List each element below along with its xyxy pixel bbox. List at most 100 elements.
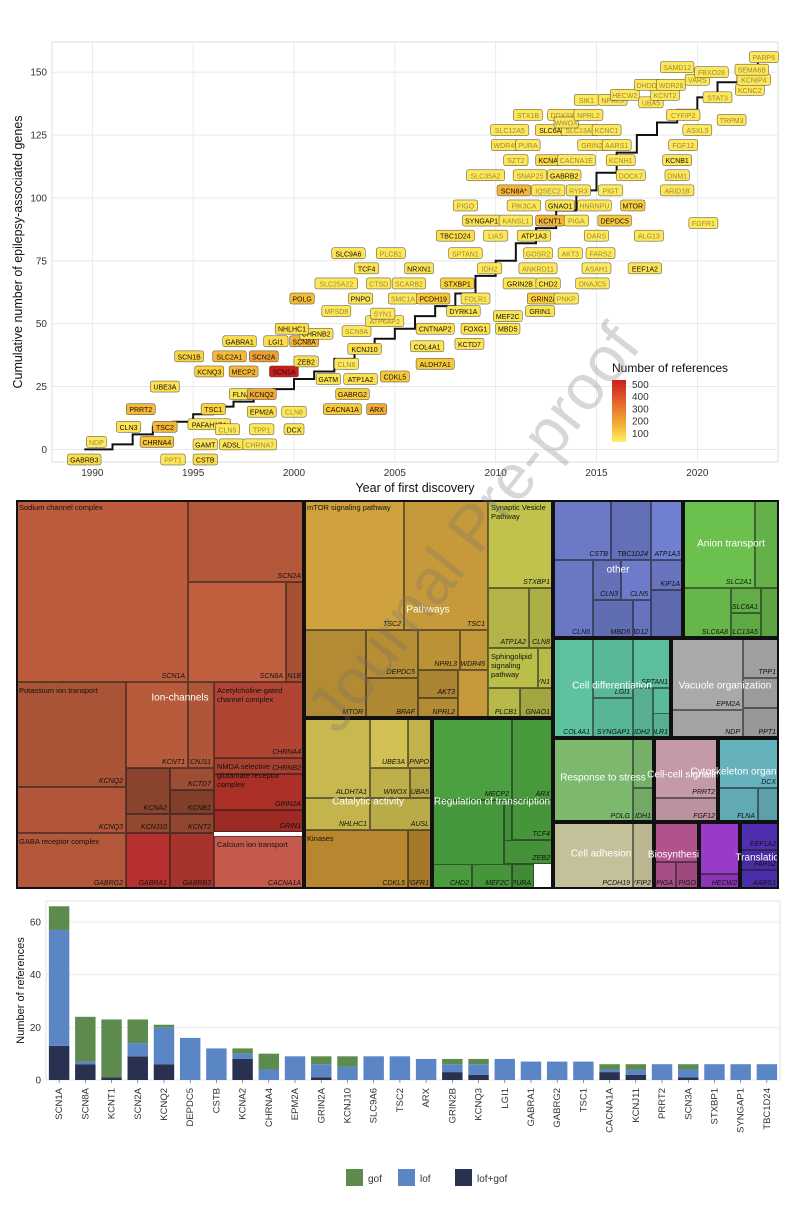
bar-segment-lof (494, 1058, 515, 1080)
bar-x-tick-label: ARX (421, 1087, 432, 1107)
treemap-cell: FGFR1 (408, 830, 432, 889)
treemap-cell: PNPO (408, 718, 432, 768)
gene-label: VARS (688, 78, 707, 85)
treemap-gene-label: TCF4 (532, 831, 551, 838)
bar-x-tick-label: GRIN2B (447, 1088, 458, 1123)
gene-box (513, 109, 543, 121)
gene-box (314, 277, 359, 290)
y-tick-label: 25 (36, 382, 48, 393)
treemap-gene-label: NDP (725, 729, 740, 736)
gene-box (460, 322, 491, 335)
gene-label: GRIN2D (581, 143, 607, 150)
gene-point: STX1B (513, 109, 543, 121)
gene-box (525, 305, 555, 317)
gene-point: NPRL2 (573, 109, 604, 121)
gene-box (416, 292, 451, 305)
bar-segment-lof-gof (48, 1045, 70, 1080)
bar-x-tick-label: PRRT2 (657, 1088, 668, 1119)
bar-segment-lof-gof (75, 1064, 96, 1080)
treemap-gene-label: NHLHC1 (338, 821, 367, 828)
gene-label: SNAP25 (517, 173, 544, 180)
references-bar-chart: 0 20 40 60 Number of references SCN1A SCN8A KCN… (0, 893, 795, 1200)
treemap-cell: HECW2 (699, 874, 740, 889)
gene-label: CYFIP2 (671, 113, 696, 120)
treemap-cell: TSC1 (404, 500, 488, 630)
gene-label: SMC1A (391, 297, 415, 304)
treemap-cell: FLNA (718, 788, 758, 822)
treemap-cell: IDH2 (633, 688, 653, 738)
gene-point: SYNGAP1 (462, 214, 501, 227)
gene-label: MEF2C (496, 314, 520, 321)
treemap-gene-label: NPRL3 (434, 661, 457, 668)
gene-label: SCN8A (292, 339, 316, 346)
gene-box (493, 310, 523, 322)
gene-box (274, 322, 310, 335)
gene-label: SIK1 (579, 98, 594, 105)
gene-label: TSC2 (156, 425, 174, 432)
gene-box (483, 229, 509, 242)
gene-label: LGI1 (268, 339, 283, 346)
gene-box (410, 340, 445, 353)
treemap-gene-label: COL4A1 (563, 729, 590, 736)
gene-point: PIGA (563, 214, 589, 227)
bar-x-tick-label: TSC1 (578, 1088, 589, 1112)
bar-segment-lof (678, 1069, 699, 1078)
gene-point: CLN6 (333, 358, 359, 370)
gene-label: HNRNPU (580, 203, 610, 210)
gene-box (454, 338, 485, 350)
bar-legend-label: gof (368, 1174, 382, 1185)
treemap-group-label: Vacuole organization (678, 680, 772, 692)
gene-box (605, 154, 636, 166)
gene-label: TPP1 (253, 427, 271, 434)
gene-point: SYN1 (370, 307, 396, 320)
gene-box (503, 154, 529, 166)
gene-box (125, 403, 156, 415)
bar-segment-lof (730, 1064, 751, 1080)
gene-box (150, 380, 180, 393)
gene-box (518, 262, 558, 275)
gene-point: SLC12A5 (490, 124, 530, 137)
gene-label: CHD2 (539, 281, 558, 288)
gene-point: FOLR1 (460, 292, 491, 305)
gene-point: SZT2 (503, 154, 529, 167)
treemap-gene-label: GABRA1 (138, 880, 167, 887)
gene-label: GABRB3 (70, 457, 99, 464)
gene-point: KCNQ3 (194, 365, 225, 378)
treemap-gene-label: ARX (535, 791, 550, 798)
bar-segment-lof (442, 1064, 463, 1073)
treemap-group-label: Cytoskeleton organization (690, 766, 795, 778)
gene-box (376, 247, 406, 260)
bar-segment-lof (415, 1058, 437, 1080)
treemap-cell: LGI1 (593, 638, 633, 698)
bar-segment-gof (48, 906, 70, 930)
gene-box (347, 343, 382, 355)
gene-label: GATM (318, 377, 338, 384)
treemap-gene-label: KCNA2 (143, 805, 167, 812)
gene-point: TPP1 (249, 423, 275, 436)
gene-point: SCN9A (341, 325, 372, 338)
gene-label: SLC25A22 (319, 281, 353, 288)
treemap-gene-label: GRIN2A (274, 801, 301, 808)
gene-label: ZEB2 (297, 359, 315, 366)
gene-point: PNPO (348, 292, 374, 305)
treemap-gene-label: WWOX (383, 789, 407, 796)
gene-label: SLC13A5 (565, 128, 595, 135)
treemap-group-label: Catalytic activity (332, 796, 404, 808)
treemap-cell: TPP1 (743, 638, 779, 678)
treemap-subgroup-label: Synaptic Vesicle Pathway (491, 503, 546, 521)
bar-segment-gof (75, 1016, 96, 1062)
treemap-cell: SCN2A (188, 500, 304, 582)
gene-point: IQSEC2 (531, 184, 566, 197)
gene-label: TBC1D24 (440, 234, 471, 241)
gene-point: HECW2 (609, 89, 640, 101)
gene-box (573, 109, 604, 121)
treemap-gene-label: CACNA1A (267, 880, 301, 887)
treemap-gene-label: CSTB (589, 551, 608, 558)
gene-point: DYRK1A (446, 305, 481, 318)
treemap-group-label: Cell differentiation (572, 680, 652, 692)
gene-label: PARP6 (753, 55, 776, 62)
treemap-cell: CLN3 (593, 560, 621, 600)
treemap-gene-label: PURA (512, 880, 531, 887)
gene-label: PLCB1 (380, 251, 402, 258)
treemap-cell: SAMD12 (633, 600, 651, 638)
